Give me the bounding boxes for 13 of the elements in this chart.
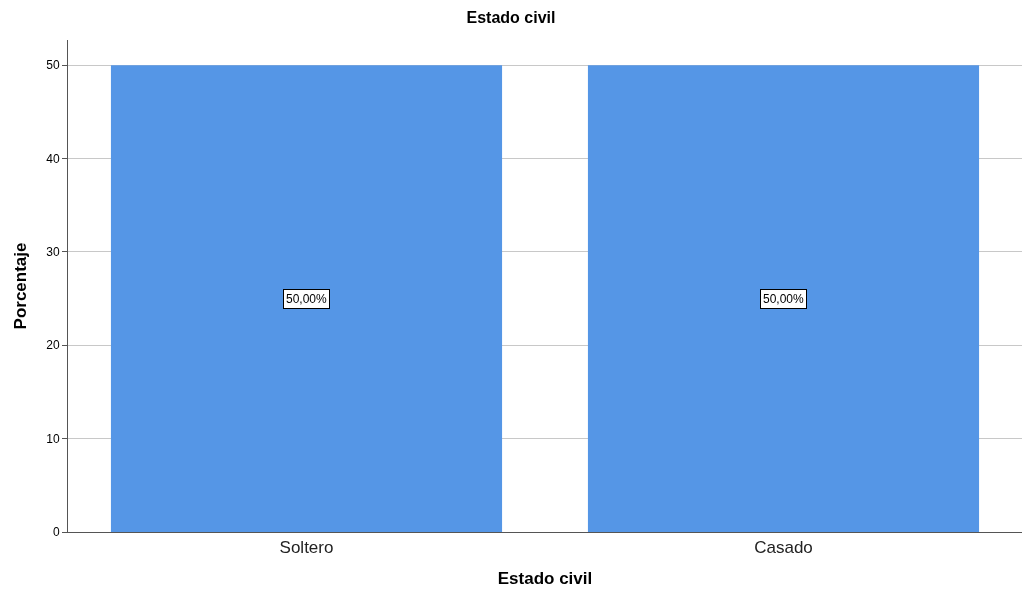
y-tick-label: 50 (46, 58, 60, 73)
x-tick-label: Casado (754, 538, 813, 558)
y-tick-label: 40 (46, 151, 60, 166)
y-axis-title: Porcentaje (10, 242, 30, 330)
x-axis-title: Estado civil (497, 568, 593, 588)
data-label: 50,00% (286, 292, 328, 306)
y-tick-label: 20 (46, 338, 60, 353)
chart-title: Estado civil (466, 9, 556, 27)
y-tick-label: 30 (46, 245, 60, 260)
y-tick-label: 10 (46, 431, 60, 446)
x-tick-label: Soltero (279, 538, 334, 558)
data-label: 50,00% (763, 292, 805, 306)
y-tick-label: 0 (52, 525, 60, 540)
